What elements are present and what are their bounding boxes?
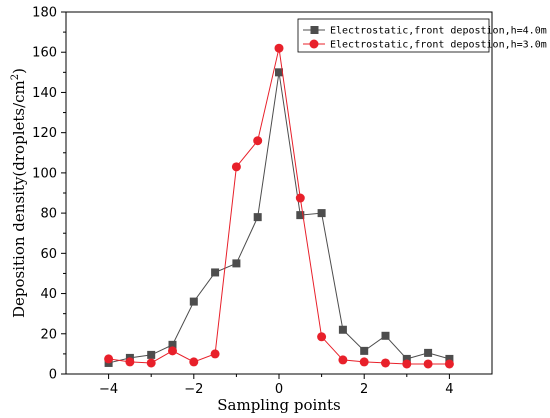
data-point-series-2 bbox=[253, 136, 263, 146]
data-point-series-2 bbox=[231, 162, 241, 172]
data-point-series-2 bbox=[381, 358, 390, 368]
data-point-series-1 bbox=[402, 354, 411, 363]
data-point-series-1 bbox=[296, 211, 305, 220]
legend-label-series-1: Electrostatic,front depostion,h=4.0m bbox=[330, 26, 547, 37]
y-tick-label: 180 bbox=[32, 6, 57, 21]
y-axis-title-close: ) bbox=[10, 68, 28, 74]
y-axis-title: Deposition density(droplets/cm2) bbox=[10, 68, 28, 318]
x-axis-title: Sampling points bbox=[217, 396, 341, 414]
legend-marker-series-2 bbox=[309, 39, 319, 49]
data-point-series-1 bbox=[189, 297, 198, 306]
y-tick-label: 60 bbox=[40, 247, 57, 262]
data-point-series-2 bbox=[317, 332, 327, 342]
x-axis: −4 −2 0 2 4 bbox=[99, 374, 454, 397]
y-tick-label: 20 bbox=[40, 327, 57, 342]
legend-box bbox=[297, 18, 490, 53]
data-point-series-2 bbox=[402, 359, 412, 369]
data-point-series-1 bbox=[424, 348, 433, 357]
y-axis: 0 20 40 60 80 100 120 140 160 180 bbox=[32, 6, 66, 383]
data-point-series-1 bbox=[317, 209, 326, 218]
data-point-series-1 bbox=[253, 213, 262, 222]
y-tick-label: 160 bbox=[32, 46, 57, 61]
data-point-series-2 bbox=[338, 355, 348, 365]
y-tick-label: 40 bbox=[40, 287, 57, 302]
x-tick-label: 4 bbox=[445, 382, 453, 397]
y-tick-label: 80 bbox=[40, 207, 57, 222]
data-point-series-1 bbox=[232, 259, 241, 268]
legend: Electrostatic,front depostion,h=4.0m Ele… bbox=[297, 18, 547, 53]
data-point-series-2 bbox=[295, 193, 305, 203]
data-point-series-2 bbox=[444, 359, 454, 369]
y-tick-label: 100 bbox=[32, 166, 57, 181]
data-point-series-1 bbox=[338, 325, 347, 334]
data-point-series-1 bbox=[168, 340, 177, 349]
data-point-series-2 bbox=[146, 358, 156, 368]
legend-marker-series-1 bbox=[310, 26, 319, 34]
plot-frame bbox=[65, 11, 493, 375]
x-tick-label: −4 bbox=[99, 382, 118, 397]
data-point-series-2 bbox=[104, 354, 114, 364]
series-layer bbox=[104, 43, 454, 369]
y-tick-label: 120 bbox=[32, 126, 57, 141]
data-point-series-2 bbox=[125, 357, 135, 367]
x-tick-label: −2 bbox=[184, 382, 203, 397]
data-point-series-2 bbox=[210, 349, 220, 359]
data-point-series-2 bbox=[423, 359, 433, 369]
data-point-series-1 bbox=[211, 268, 220, 277]
y-axis-title-main: Deposition density(droplets/cm bbox=[10, 80, 28, 318]
data-point-series-2 bbox=[168, 346, 177, 356]
data-point-series-1 bbox=[147, 350, 156, 359]
data-point-series-2 bbox=[189, 357, 199, 367]
data-point-series-1 bbox=[360, 346, 369, 355]
data-point-series-1 bbox=[275, 68, 283, 77]
y-axis-title-superscript: 2 bbox=[10, 74, 21, 80]
data-point-series-1 bbox=[445, 354, 454, 363]
y-tick-label: 0 bbox=[49, 368, 57, 383]
data-point-series-2 bbox=[359, 357, 369, 367]
legend-label-series-2: Electrostatic,front depostion,h=3.0m bbox=[330, 40, 547, 51]
x-tick-label: 0 bbox=[275, 382, 283, 397]
data-point-series-2 bbox=[274, 43, 284, 53]
x-tick-label: 2 bbox=[360, 382, 368, 397]
y-tick-label: 140 bbox=[32, 86, 57, 101]
data-point-series-1 bbox=[381, 331, 390, 340]
